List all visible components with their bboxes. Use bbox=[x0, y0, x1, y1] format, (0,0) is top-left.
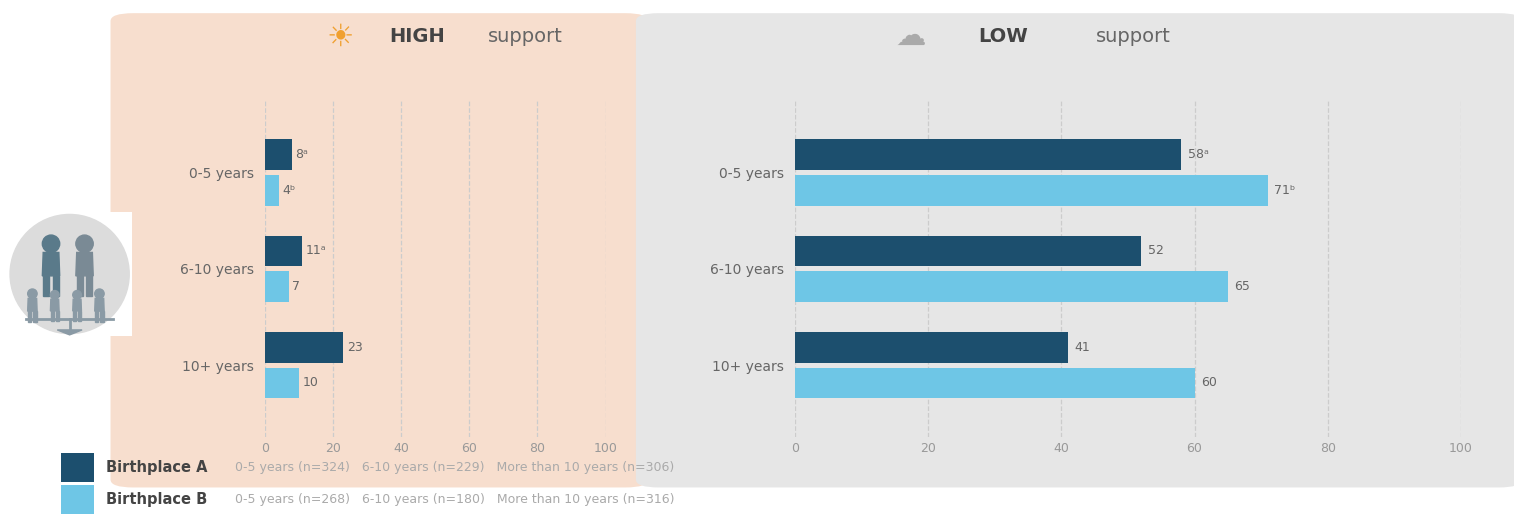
Text: HIGH: HIGH bbox=[389, 27, 445, 46]
Polygon shape bbox=[73, 299, 82, 311]
Text: 41: 41 bbox=[1075, 341, 1090, 354]
Text: LOW: LOW bbox=[978, 27, 1028, 46]
Text: 11ᵃ: 11ᵃ bbox=[306, 245, 327, 258]
Bar bbox=[265, 175, 279, 206]
Bar bbox=[795, 175, 1267, 206]
Text: Birthplace B: Birthplace B bbox=[106, 492, 207, 507]
Bar bbox=[795, 139, 1181, 170]
Bar bbox=[265, 139, 292, 170]
Text: 71ᵇ: 71ᵇ bbox=[1275, 184, 1296, 197]
Bar bbox=[795, 367, 1195, 398]
Text: 65: 65 bbox=[1234, 280, 1251, 293]
Bar bbox=[265, 236, 303, 266]
Bar bbox=[265, 367, 298, 398]
Polygon shape bbox=[51, 311, 55, 321]
Polygon shape bbox=[56, 311, 59, 321]
Circle shape bbox=[42, 235, 59, 252]
Polygon shape bbox=[77, 276, 83, 296]
Text: 10: 10 bbox=[303, 376, 318, 389]
Text: 60: 60 bbox=[1201, 376, 1217, 389]
Text: 8ᵃ: 8ᵃ bbox=[295, 148, 309, 161]
Polygon shape bbox=[77, 311, 82, 321]
Polygon shape bbox=[100, 311, 103, 322]
Text: 58ᵃ: 58ᵃ bbox=[1188, 148, 1208, 161]
Bar bbox=[795, 236, 1142, 266]
Text: 23: 23 bbox=[347, 341, 362, 354]
Text: 0-5 years (n=268)   6-10 years (n=180)   More than 10 years (n=316): 0-5 years (n=268) 6-10 years (n=180) Mor… bbox=[235, 493, 674, 506]
Polygon shape bbox=[95, 298, 104, 311]
Polygon shape bbox=[76, 252, 94, 276]
Circle shape bbox=[95, 289, 104, 298]
Text: 0-5 years (n=324)   6-10 years (n=229)   More than 10 years (n=306): 0-5 years (n=324) 6-10 years (n=229) Mor… bbox=[235, 461, 674, 474]
Polygon shape bbox=[42, 252, 59, 276]
Polygon shape bbox=[27, 298, 38, 311]
Polygon shape bbox=[95, 311, 98, 322]
Polygon shape bbox=[50, 299, 59, 311]
Polygon shape bbox=[29, 311, 32, 322]
Polygon shape bbox=[33, 311, 36, 322]
Bar bbox=[265, 271, 289, 302]
Circle shape bbox=[73, 290, 82, 299]
Circle shape bbox=[11, 214, 129, 334]
Bar bbox=[795, 332, 1067, 363]
Text: 52: 52 bbox=[1148, 245, 1164, 258]
Text: 7: 7 bbox=[292, 280, 300, 293]
Circle shape bbox=[27, 289, 38, 298]
Text: Birthplace A: Birthplace A bbox=[106, 460, 207, 475]
Polygon shape bbox=[58, 330, 82, 335]
Text: support: support bbox=[488, 27, 562, 46]
Polygon shape bbox=[44, 276, 50, 296]
Text: support: support bbox=[1096, 27, 1170, 46]
Text: ☁: ☁ bbox=[895, 22, 927, 52]
Polygon shape bbox=[86, 276, 92, 296]
Text: ☀: ☀ bbox=[326, 22, 354, 52]
Bar bbox=[265, 332, 344, 363]
Text: 4ᵇ: 4ᵇ bbox=[282, 184, 295, 197]
Circle shape bbox=[76, 235, 94, 252]
Polygon shape bbox=[73, 311, 76, 321]
Bar bbox=[795, 271, 1228, 302]
Circle shape bbox=[50, 290, 59, 299]
Polygon shape bbox=[53, 276, 59, 296]
